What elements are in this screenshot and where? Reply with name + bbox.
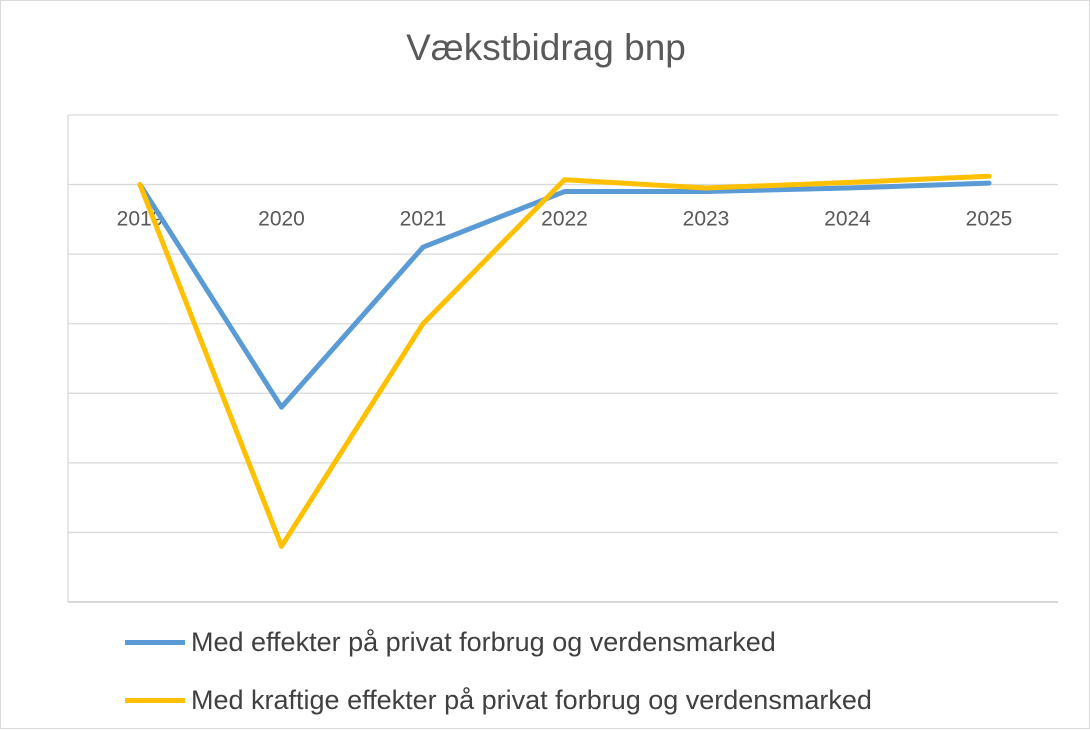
legend-item-1: Med effekter på privat forbrug og verden… bbox=[125, 613, 872, 671]
x-tick-label: 2023 bbox=[683, 208, 730, 231]
x-tick-label: 2025 bbox=[966, 208, 1013, 231]
chart-title: Vækstbidrag bnp bbox=[406, 27, 686, 68]
x-tick-label: 2024 bbox=[824, 208, 871, 231]
x-tick-label: 2020 bbox=[258, 208, 305, 231]
legend-label: Med kraftige effekter på privat forbrug … bbox=[191, 684, 872, 715]
x-tick-label: 2021 bbox=[400, 208, 447, 231]
legend-label: Med effekter på privat forbrug og verden… bbox=[191, 626, 776, 657]
legend-swatch bbox=[125, 639, 185, 645]
legend-swatch bbox=[125, 697, 185, 703]
series-line-2 bbox=[137, 173, 992, 549]
legend-item-2: Med kraftige effekter på privat forbrug … bbox=[125, 671, 872, 729]
x-tick-label: 2022 bbox=[541, 208, 588, 231]
legend: Med effekter på privat forbrug og verden… bbox=[125, 613, 872, 729]
series-line-1 bbox=[137, 180, 992, 410]
